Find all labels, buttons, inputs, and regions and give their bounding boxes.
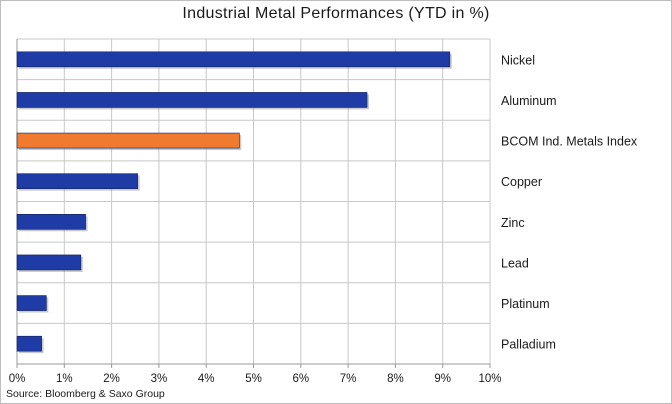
category-label: Nickel xyxy=(501,53,535,67)
x-tick-label: 6% xyxy=(292,373,309,385)
x-tick-label: 5% xyxy=(245,373,262,385)
bar xyxy=(16,92,368,108)
bar xyxy=(16,214,86,230)
category-label: Zinc xyxy=(501,216,525,230)
x-tick-label: 0% xyxy=(9,373,26,385)
bar xyxy=(16,51,451,68)
x-tick-label: 8% xyxy=(387,373,404,385)
category-label: Palladium xyxy=(501,338,556,352)
category-label: Lead xyxy=(501,256,529,270)
category-label: Copper xyxy=(501,175,542,189)
x-tick-label: 4% xyxy=(198,373,215,385)
category-label: BCOM Ind. Metals Index xyxy=(501,135,638,149)
bar xyxy=(16,295,47,311)
bar xyxy=(16,335,42,352)
category-label: Platinum xyxy=(501,297,550,311)
bar xyxy=(16,254,82,271)
x-tick-label: 2% xyxy=(103,373,120,385)
bar xyxy=(16,132,240,149)
x-tick-label: 7% xyxy=(340,373,357,385)
category-label: Aluminum xyxy=(501,94,557,108)
x-tick-label: 10% xyxy=(478,373,501,385)
source-note: Source: Bloomberg & Saxo Group xyxy=(6,388,165,400)
chart-title: Industrial Metal Performances (YTD in %) xyxy=(182,5,490,22)
x-tick-label: 3% xyxy=(151,373,168,385)
bar xyxy=(16,173,138,189)
x-tick-label: 9% xyxy=(434,373,451,385)
x-tick-label: 1% xyxy=(56,373,73,385)
